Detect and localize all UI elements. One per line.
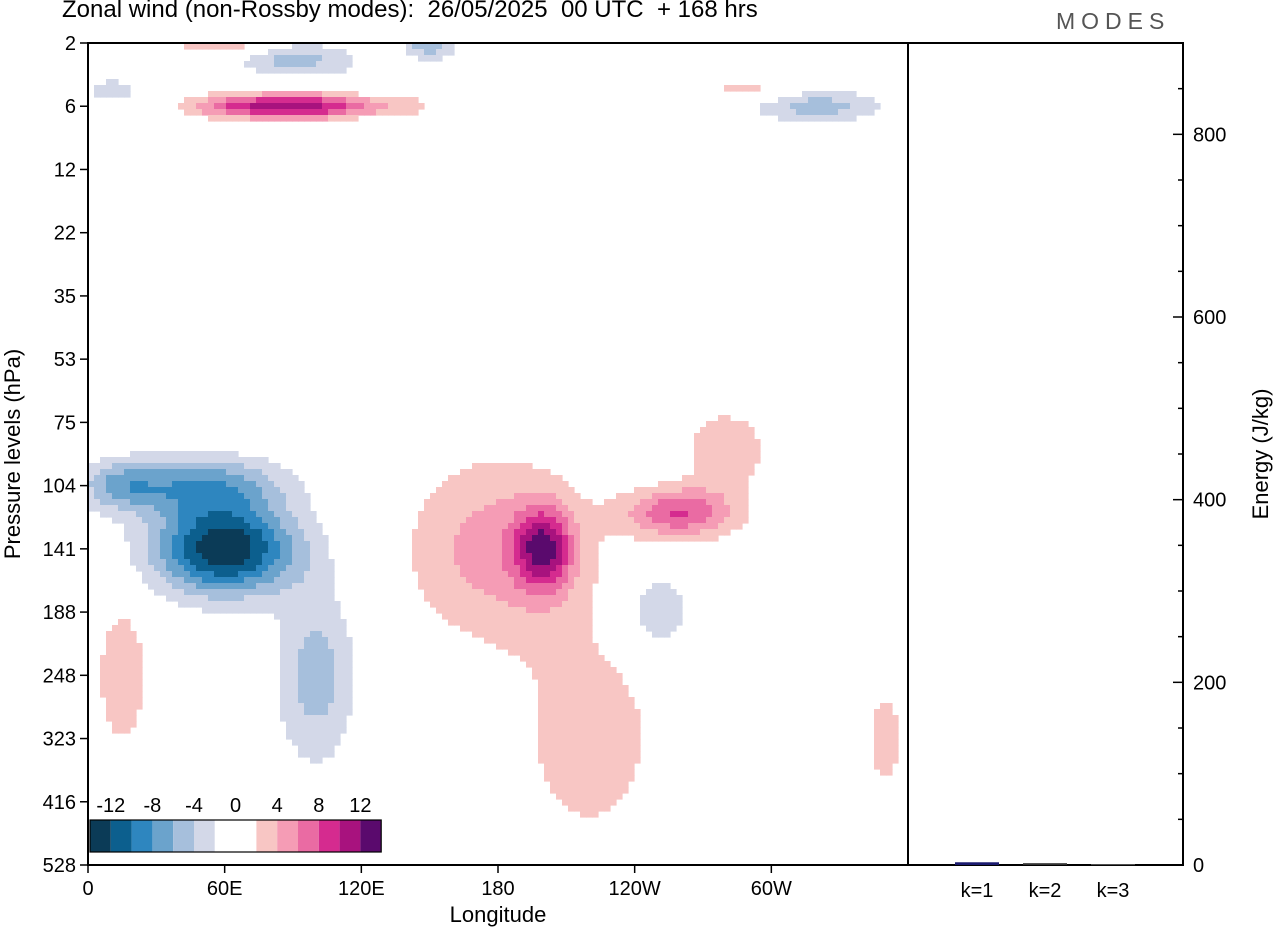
colorbar-swatch [360,820,382,852]
energy-tick-label: 600 [1193,307,1226,329]
y-tick-label: 528 [43,855,76,877]
energy-axis-label: Energy (J/kg) [1248,389,1273,520]
energy-tick-label: 200 [1193,672,1226,694]
colorbar-legend: -12 -8 -4 0 4 8 12 [89,795,382,853]
energy-tick-label: 400 [1193,490,1226,512]
y-tick-label: 75 [54,412,76,434]
colorbar-label: 4 [272,795,283,817]
energy-bar [955,862,999,865]
y-tick-label: 2 [65,33,76,55]
colorbar-swatch [339,820,361,852]
colorbar-swatch [318,820,340,852]
x-tick-label: 60W [751,878,792,900]
colorbar-swatch [214,820,236,852]
energy-bar [1091,864,1135,866]
energy-bar-label: k=3 [1097,880,1130,902]
y-tick-label: 35 [54,286,76,308]
colorbar-swatch [235,820,257,852]
colorbar-label: -8 [144,795,162,817]
y-tick-label: 104 [43,476,76,498]
y-tick-label: 323 [43,729,76,751]
x-tick-label: 180 [481,878,514,900]
chart-title: Zonal wind (non-Rossby modes): 26/05/202… [62,0,758,23]
contour-field [88,43,899,818]
x-tick-label: 120E [338,878,385,900]
energy-bar [1023,863,1067,865]
y-tick-label: 53 [54,349,76,371]
y-tick-label: 141 [43,539,76,561]
x-tick-label: 120W [609,878,661,900]
modes-logo: MODES [1056,8,1171,34]
y-tick-label: 22 [54,223,76,245]
x-axis-label: Longitude [450,902,547,927]
energy-bar-label: k=2 [1029,880,1062,902]
x-tick-label: 0 [82,878,93,900]
y-tick-label: 6 [65,96,76,118]
energy-tick-label: 800 [1193,124,1226,146]
colorbar-swatch [90,820,111,852]
y-tick-label: 188 [43,602,76,624]
y-tick-label: 12 [54,159,76,181]
y-axis-label: Pressure levels (hPa) [0,349,25,559]
x-tick-label: 60E [207,878,243,900]
y-tick-label: 416 [43,792,76,814]
energy-tick-label: 0 [1193,855,1204,877]
colorbar-swatch [152,820,174,852]
colorbar-swatch [131,820,153,852]
colorbar-swatch [194,820,215,852]
colorbar-label: -4 [185,795,203,817]
colorbar-swatch [110,820,132,852]
colorbar-label: 0 [230,795,241,817]
colorbar-label: -12 [96,795,125,817]
y-tick-label: 248 [43,665,76,687]
colorbar-swatch [277,820,298,852]
energy-panel-frame [907,42,1184,866]
colorbar-swatch [298,820,319,852]
energy-bar-label: k=1 [961,880,994,902]
colorbar-swatch [256,820,278,852]
colorbar-label: 12 [349,795,371,817]
colorbar-swatch [173,820,194,852]
x-axis: 0 60E 120E 180 120W 60W [82,865,792,900]
y-axis: 2 6 12 22 35 53 75 104 141 188 248 323 416 528 [43,33,88,877]
colorbar-label: 8 [313,795,324,817]
energy-bars: k=1 k=2 k=3 [955,862,1135,902]
energy-axis: 0 200 400 600 800 [1173,42,1226,877]
